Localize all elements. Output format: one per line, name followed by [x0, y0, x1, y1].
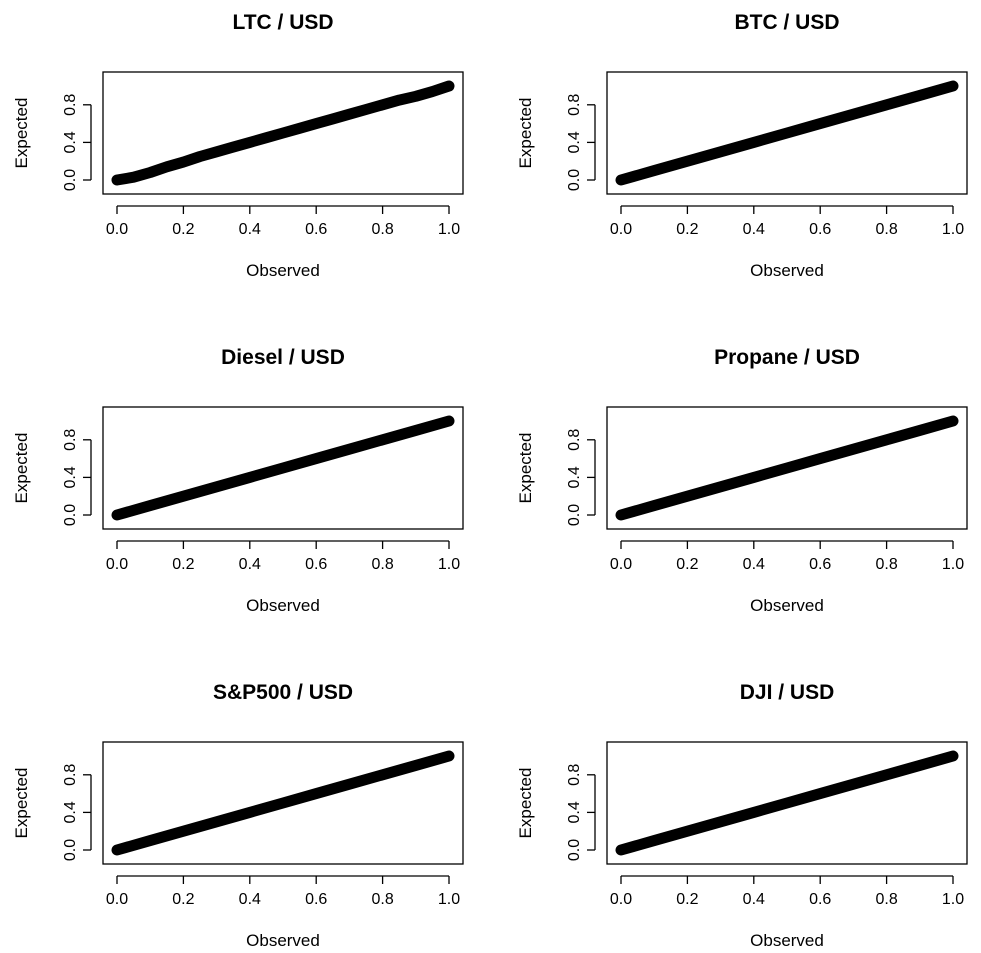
- chart-1-x-tick-label: 1.0: [438, 221, 460, 238]
- chart-6: DJI / USD 0.0 0.2 0.4 0.6 0.8 1.0 Observed 0.0 0.…: [516, 681, 968, 950]
- chart-3-y-tick-label: 0.0: [62, 504, 79, 526]
- chart-6-plot-frame: [606, 741, 968, 865]
- chart-4-y-tick-label: 0.4: [566, 466, 583, 488]
- chart-1-y-tick-label: 0.8: [62, 94, 79, 116]
- chart-6-y-tick-label: 0.4: [566, 801, 583, 823]
- chart-1-x-axis-label: Observed: [246, 261, 320, 280]
- chart-5-x-tick-label: 0.0: [106, 891, 128, 908]
- chart-4-title: Propane / USD: [714, 346, 860, 369]
- chart-4-x-tick-label: 0.4: [743, 556, 765, 573]
- chart-1-x-tick-label: 0.0: [106, 221, 128, 238]
- chart-5-y-tick-label: 0.8: [62, 764, 79, 786]
- chart-4: Propane / USD 0.0 0.2 0.4 0.6 0.8 1.0 Observed 0…: [516, 346, 968, 615]
- chart-3-title: Diesel / USD: [221, 346, 345, 369]
- chart-3: Diesel / USD 0.0 0.2 0.4 0.6 0.8 1.0 Observed 0.…: [12, 346, 464, 615]
- chart-4-y-tick-label: 0.0: [566, 504, 583, 526]
- chart-5-x-axis-label: Observed: [246, 931, 320, 950]
- chart-1-x-tick-label: 0.6: [305, 221, 327, 238]
- chart-6-x-axis-label: Observed: [750, 931, 824, 950]
- chart-3-x-tick-label: 0.8: [371, 556, 393, 573]
- chart-3-y-axis-label: Expected: [12, 433, 31, 504]
- chart-6-x-tick-label: 0.4: [743, 891, 765, 908]
- chart-2-x-tick-label: 1.0: [942, 221, 964, 238]
- chart-1-x-tick-label: 0.2: [172, 221, 194, 238]
- chart-6-x-tick-label: 1.0: [942, 891, 964, 908]
- chart-2-y-tick-label: 0.8: [566, 94, 583, 116]
- chart-1-title: LTC / USD: [232, 11, 333, 34]
- chart-5-points-series: [111, 750, 455, 856]
- chart-4-x-tick-label: 1.0: [942, 556, 964, 573]
- chart-5-x-tick-label: 1.0: [438, 891, 460, 908]
- chart-3-x-tick-label: 0.4: [239, 556, 261, 573]
- chart-6-x-tick-label: 0.2: [676, 891, 698, 908]
- chart-1-points-series: [111, 80, 455, 186]
- chart-6-y-tick-label: 0.0: [566, 839, 583, 861]
- chart-3-y-tick-label: 0.4: [62, 466, 79, 488]
- chart-2-x-tick-label: 0.0: [610, 221, 632, 238]
- chart-2-x-tick-label: 0.6: [809, 221, 831, 238]
- chart-5-y-axis-label: Expected: [12, 768, 31, 839]
- chart-6-points-series: [615, 750, 959, 856]
- chart-3-plot-frame: [102, 406, 464, 530]
- chart-2-plot-frame: [606, 71, 968, 195]
- chart-2-y-tick-label: 0.4: [566, 131, 583, 153]
- chart-5-y-tick-label: 0.0: [62, 839, 79, 861]
- chart-1-y-tick-label: 0.0: [62, 169, 79, 191]
- chart-4-x-tick-label: 0.8: [875, 556, 897, 573]
- chart-4-plot-frame: [606, 406, 968, 530]
- chart-4-x-tick-label: 0.6: [809, 556, 831, 573]
- chart-2-x-tick-label: 0.4: [743, 221, 765, 238]
- chart-5-y-tick-label: 0.4: [62, 801, 79, 823]
- chart-3-points-series: [111, 415, 455, 521]
- chart-6-x-tick-label: 0.8: [875, 891, 897, 908]
- chart-6-y-axis-label: Expected: [516, 768, 535, 839]
- chart-3-x-axis-label: Observed: [246, 596, 320, 615]
- chart-1-y-axis-label: Expected: [12, 98, 31, 169]
- chart-6-x-tick-label: 0.6: [809, 891, 831, 908]
- chart-2-x-tick-label: 0.8: [875, 221, 897, 238]
- chart-2-x-tick-label: 0.2: [676, 221, 698, 238]
- chart-4-x-axis-label: Observed: [750, 596, 824, 615]
- chart-3-x-tick-label: 0.6: [305, 556, 327, 573]
- chart-3-x-tick-label: 1.0: [438, 556, 460, 573]
- chart-1-plot-frame: [102, 71, 464, 195]
- chart-5: S&P500 / USD 0.0 0.2 0.4 0.6 0.8 1.0 Observed 0.…: [12, 681, 464, 950]
- chart-2-title: BTC / USD: [735, 11, 840, 34]
- chart-5-plot-frame: [102, 741, 464, 865]
- chart-3-y-tick-label: 0.8: [62, 429, 79, 451]
- chart-1-x-tick-label: 0.4: [239, 221, 261, 238]
- chart-5-x-tick-label: 0.2: [172, 891, 194, 908]
- chart-2-points-series: [615, 80, 959, 186]
- chart-5-x-tick-label: 0.8: [371, 891, 393, 908]
- chart-4-y-tick-label: 0.8: [566, 429, 583, 451]
- chart-4-y-axis-label: Expected: [516, 433, 535, 504]
- chart-3-x-tick-label: 0.2: [172, 556, 194, 573]
- chart-2-y-tick-label: 0.0: [566, 169, 583, 191]
- chart-5-x-tick-label: 0.4: [239, 891, 261, 908]
- chart-6-y-tick-label: 0.8: [566, 764, 583, 786]
- chart-2-y-axis-label: Expected: [516, 98, 535, 169]
- chart-4-points-series: [615, 415, 959, 521]
- chart-4-x-tick-label: 0.2: [676, 556, 698, 573]
- chart-1-y-tick-label: 0.4: [62, 131, 79, 153]
- chart-2-x-axis-label: Observed: [750, 261, 824, 280]
- chart-5-x-tick-label: 0.6: [305, 891, 327, 908]
- chart-3-x-tick-label: 0.0: [106, 556, 128, 573]
- chart-6-x-tick-label: 0.0: [610, 891, 632, 908]
- chart-1: LTC / USD 0.0 0.2 0.4 0.6 0.8 1.0 Observed 0.0 0.…: [12, 11, 464, 280]
- chart-6-title: DJI / USD: [740, 681, 835, 704]
- chart-4-x-tick-label: 0.0: [610, 556, 632, 573]
- chart-5-title: S&P500 / USD: [213, 681, 353, 704]
- chart-1-x-tick-label: 0.8: [371, 221, 393, 238]
- chart-2: BTC / USD 0.0 0.2 0.4 0.6 0.8 1.0 Observed 0.0 0.…: [516, 11, 968, 280]
